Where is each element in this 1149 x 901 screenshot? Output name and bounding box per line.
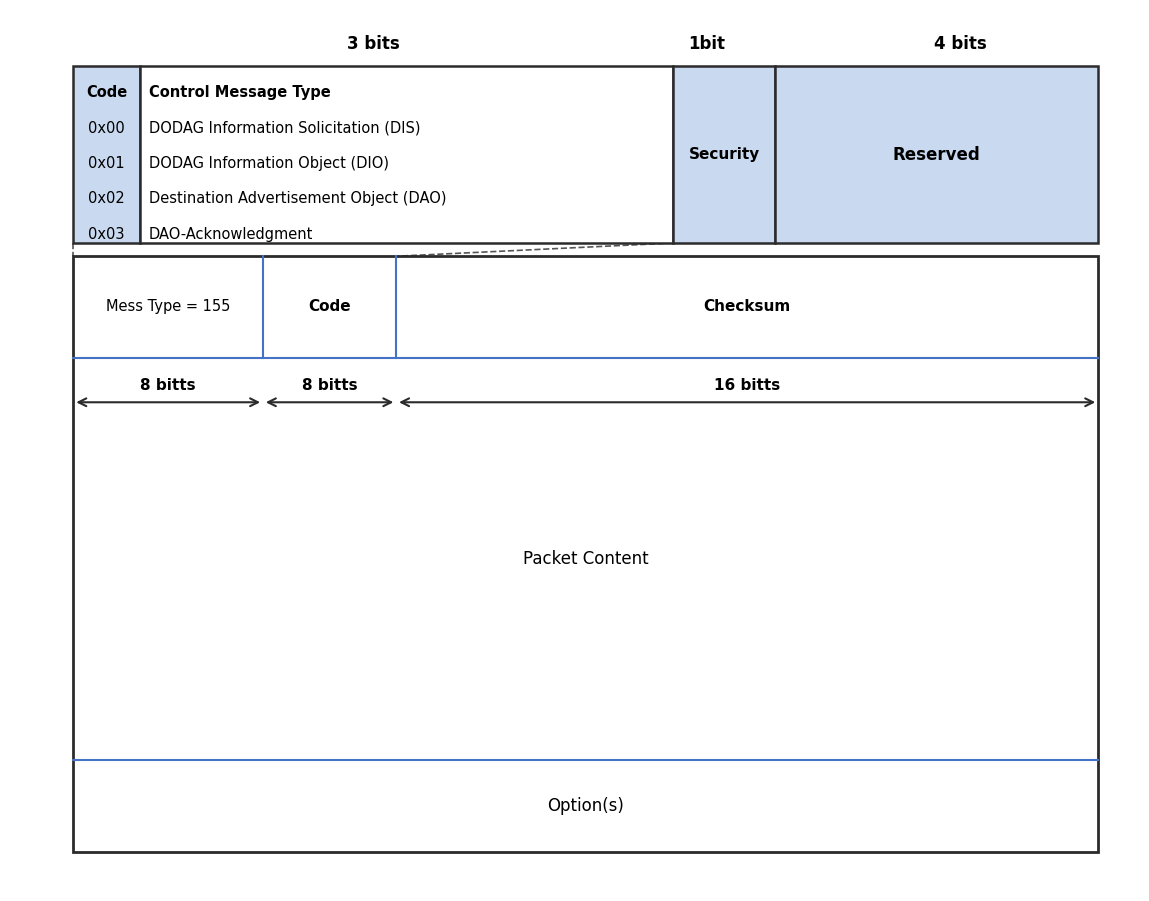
Text: Checksum: Checksum (703, 299, 791, 314)
Text: Packet Content: Packet Content (523, 550, 648, 568)
Text: Code: Code (308, 299, 350, 314)
Text: 3 bits: 3 bits (347, 35, 400, 53)
Text: 0x01: 0x01 (88, 156, 125, 171)
Bar (74, 256, 1098, 852)
Bar (74, 67, 140, 243)
Text: DAO-Acknowledgment: DAO-Acknowledgment (149, 227, 314, 241)
Text: 16 bitts: 16 bitts (714, 378, 780, 394)
Text: 8 bitts: 8 bitts (140, 378, 196, 394)
Text: Reserved: Reserved (893, 146, 980, 164)
Text: Control Message Type: Control Message Type (149, 86, 331, 100)
Text: 0x00: 0x00 (88, 121, 125, 136)
Text: DODAG Information Object (DIO): DODAG Information Object (DIO) (149, 156, 390, 171)
Text: 0x02: 0x02 (88, 191, 125, 206)
Text: Destination Advertisement Object (DAO): Destination Advertisement Object (DAO) (149, 191, 447, 206)
Text: Option(s): Option(s) (547, 797, 624, 815)
Bar (673, 67, 776, 243)
Text: 1bit: 1bit (688, 35, 725, 53)
Text: Security: Security (688, 147, 759, 162)
Text: 4 bits: 4 bits (934, 35, 987, 53)
Text: 0x03: 0x03 (88, 227, 125, 241)
Text: Code: Code (86, 86, 128, 100)
Text: Mess Type = 155: Mess Type = 155 (106, 299, 231, 314)
Bar (776, 67, 1098, 243)
Bar (140, 67, 673, 243)
Text: DODAG Information Solicitation (DIS): DODAG Information Solicitation (DIS) (149, 121, 421, 136)
Text: 8 bitts: 8 bitts (302, 378, 357, 394)
